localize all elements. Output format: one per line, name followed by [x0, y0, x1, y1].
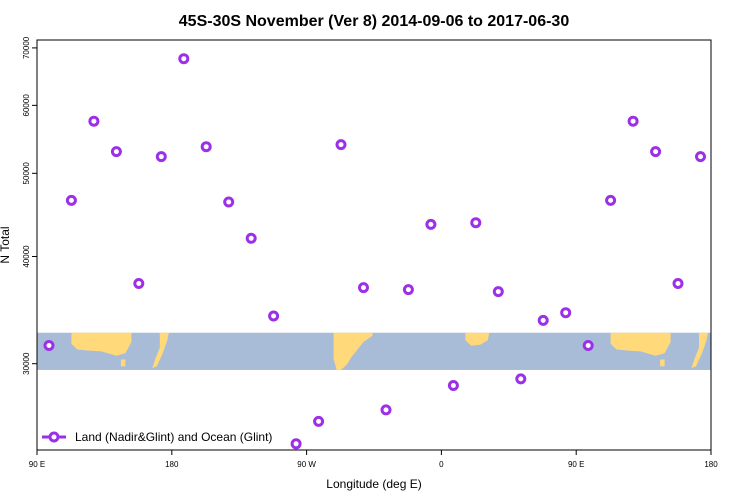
legend-label: Land (Nadir&Glint) and Ocean (Glint)	[75, 430, 272, 444]
data-point	[695, 151, 706, 163]
legend: Land (Nadir&Glint) and Ocean (Glint)	[42, 430, 272, 444]
land-shape	[71, 332, 132, 356]
data-point	[200, 141, 212, 153]
data-point	[582, 340, 594, 351]
y-tick-label: 30000	[22, 352, 31, 375]
data-point	[110, 146, 122, 158]
data-point	[537, 314, 549, 326]
map-ocean	[37, 332, 711, 370]
y-axis-label: N Total	[0, 226, 12, 263]
land-shape	[691, 332, 708, 369]
data-point	[402, 284, 414, 296]
land-shape	[120, 359, 126, 367]
data-point	[358, 282, 369, 294]
data-point	[290, 438, 302, 450]
data-point	[627, 115, 639, 127]
land-shape	[333, 332, 373, 370]
data-point	[133, 278, 145, 289]
x-axis: 90 E 180 90 W 0 90 E 180	[29, 450, 718, 469]
x-tick-label: 90 W	[297, 460, 316, 469]
data-point	[672, 278, 684, 289]
land-shape	[152, 332, 169, 369]
x-tick-label: 90 E	[29, 460, 45, 469]
x-tick-label: 180	[704, 460, 718, 469]
data-point	[650, 146, 662, 158]
data-point	[245, 232, 257, 244]
y-tick-label: 50000	[22, 162, 31, 185]
data-point	[223, 196, 235, 208]
data-point	[43, 340, 55, 351]
data-point	[268, 310, 280, 322]
plot-frame	[36, 39, 712, 451]
y-tick-label: 70000	[22, 36, 31, 59]
data-point	[65, 194, 77, 206]
data-point	[313, 415, 325, 427]
data-points	[43, 53, 706, 450]
x-axis-label: Longitude (deg E)	[326, 477, 421, 491]
y-axis: 30000 40000 50000 60000 70000	[22, 36, 37, 375]
y-tick-label: 40000	[22, 245, 31, 268]
x-tick-label: 0	[439, 460, 444, 469]
x-tick-label: 180	[165, 460, 179, 469]
data-point	[560, 307, 572, 319]
data-point	[380, 404, 392, 416]
land-shape	[610, 332, 671, 356]
chart-title: 45S-30S November (Ver 8) 2014-09-06 to 2…	[179, 13, 570, 30]
data-point	[515, 373, 527, 385]
land-shape	[465, 332, 490, 346]
y-tick-label: 60000	[22, 94, 31, 117]
land-shape	[660, 359, 665, 367]
map-band	[37, 332, 711, 370]
data-point	[470, 217, 482, 229]
map-land	[71, 332, 708, 370]
legend-marker	[48, 431, 60, 443]
data-point	[335, 139, 347, 151]
data-point	[178, 53, 190, 65]
data-point	[425, 218, 437, 230]
data-point	[447, 380, 459, 391]
x-tick-label: 90 E	[568, 460, 584, 469]
data-point	[605, 194, 617, 206]
data-point	[88, 115, 100, 127]
data-point	[155, 151, 167, 163]
data-point	[492, 286, 504, 298]
